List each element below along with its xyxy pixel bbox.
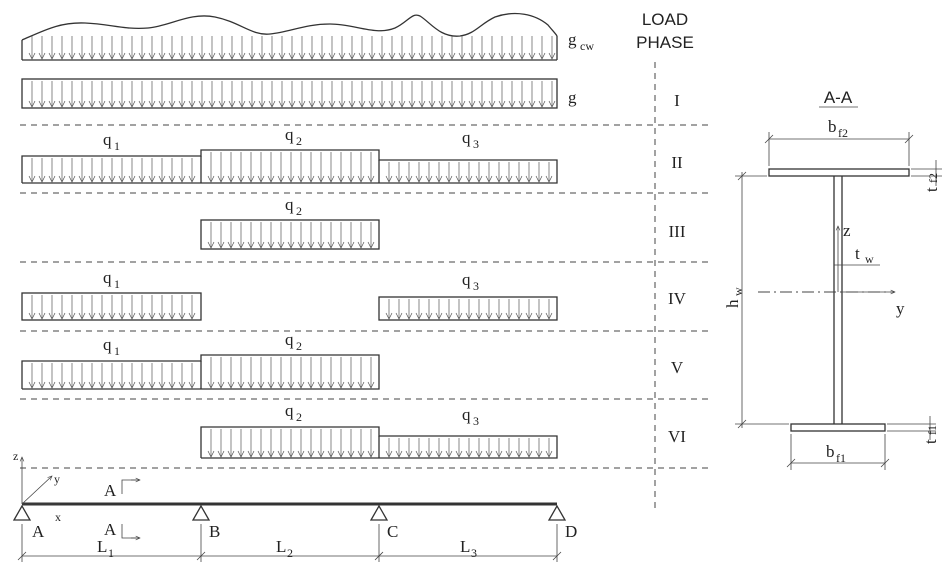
- i-beam-cross-section: [769, 169, 909, 431]
- phase-label-II: II: [671, 153, 683, 172]
- q2-label-phase-III: q: [285, 195, 294, 214]
- tf2-label: t: [922, 187, 941, 192]
- header-load-label: LOAD: [642, 10, 688, 29]
- q2-sub-phase-V: 2: [296, 339, 302, 353]
- bf1-sub: f1: [836, 451, 846, 465]
- span-label-L1: L: [97, 537, 107, 556]
- axis-label-z: z: [13, 449, 18, 463]
- load-g-arrows: [29, 81, 555, 107]
- span-sub-L3: 3: [471, 546, 477, 560]
- support-label-B: B: [209, 522, 220, 541]
- section-local-axes: [758, 226, 895, 292]
- q1-sub-phase-II: 1: [114, 139, 120, 153]
- q3-sub-phase-IV: 3: [473, 279, 479, 293]
- phase-label-VI: VI: [668, 427, 686, 446]
- section-axis-z-label: z: [843, 221, 851, 240]
- hw-sub: w: [731, 287, 745, 296]
- axis-label-y: y: [54, 472, 60, 486]
- support-B: [193, 506, 209, 520]
- gcw-label: g: [568, 30, 577, 49]
- q2-label-phase-VI: q: [285, 401, 294, 420]
- section-title: A-A: [824, 88, 853, 107]
- span-label-L2: L: [276, 537, 286, 556]
- phase-label-III: III: [669, 222, 686, 241]
- section-cut-marker-top: [122, 480, 140, 494]
- tf2-sub: f2: [926, 173, 940, 183]
- phase-label-V: V: [671, 358, 684, 377]
- bf1-label: b: [826, 442, 835, 461]
- section-cut-marker-bottom: [122, 524, 140, 538]
- gcw-load-arrows: [29, 36, 555, 59]
- g-label: g: [568, 88, 577, 107]
- support-label-C: C: [387, 522, 398, 541]
- q1-sub-phase-V: 1: [114, 344, 120, 358]
- hw-label: h: [723, 299, 742, 308]
- phase-III-arrows: [208, 222, 374, 248]
- support-A: [14, 506, 30, 520]
- section-axis-y-label: y: [896, 299, 905, 318]
- phase-label-IV: IV: [668, 289, 687, 308]
- phase-separators: [20, 62, 708, 513]
- dimension-hw: [735, 172, 789, 428]
- q2-sub-phase-III: 2: [296, 204, 302, 218]
- q3-label-phase-IV: q: [462, 270, 471, 289]
- q2-label-phase-II: q: [285, 125, 294, 144]
- tw-sub: w: [865, 252, 874, 266]
- axis-label-x: x: [55, 510, 61, 524]
- section-cut-label-top: A: [104, 481, 117, 500]
- header-phase-label: PHASE: [636, 33, 694, 52]
- q3-label-phase-II: q: [462, 128, 471, 147]
- gcw-label-subscript: cw: [580, 39, 594, 53]
- support-label-A: A: [32, 522, 45, 541]
- q3-label-phase-VI: q: [462, 405, 471, 424]
- q3-sub-phase-VI: 3: [473, 414, 479, 428]
- bf2-sub: f2: [838, 126, 848, 140]
- support-label-D: D: [565, 522, 577, 541]
- span-sub-L1: 1: [108, 546, 114, 560]
- q1-label-phase-II: q: [103, 130, 112, 149]
- phase-VI-arrows: [208, 429, 552, 457]
- support-C: [371, 506, 387, 520]
- span-sub-L2: 2: [287, 546, 293, 560]
- q1-sub-phase-IV: 1: [114, 277, 120, 291]
- tf1-label: t: [921, 439, 940, 444]
- support-D: [549, 506, 565, 520]
- q2-sub-phase-VI: 2: [296, 410, 302, 424]
- tf1-sub: f1: [925, 425, 939, 435]
- tw-label: t: [855, 244, 860, 263]
- span-label-L3: L: [460, 537, 470, 556]
- phase-V-loads: [22, 355, 379, 389]
- phase-IV-arrows: [29, 295, 552, 319]
- phase-label-I: I: [674, 91, 680, 110]
- phase-VI-loads: [201, 427, 557, 458]
- q1-label-phase-V: q: [103, 335, 112, 354]
- q2-sub-phase-II: 2: [296, 134, 302, 148]
- q1-label-phase-IV: q: [103, 268, 112, 287]
- q3-sub-phase-II: 3: [473, 137, 479, 151]
- bf2-label: b: [828, 117, 837, 136]
- q2-label-phase-V: q: [285, 330, 294, 349]
